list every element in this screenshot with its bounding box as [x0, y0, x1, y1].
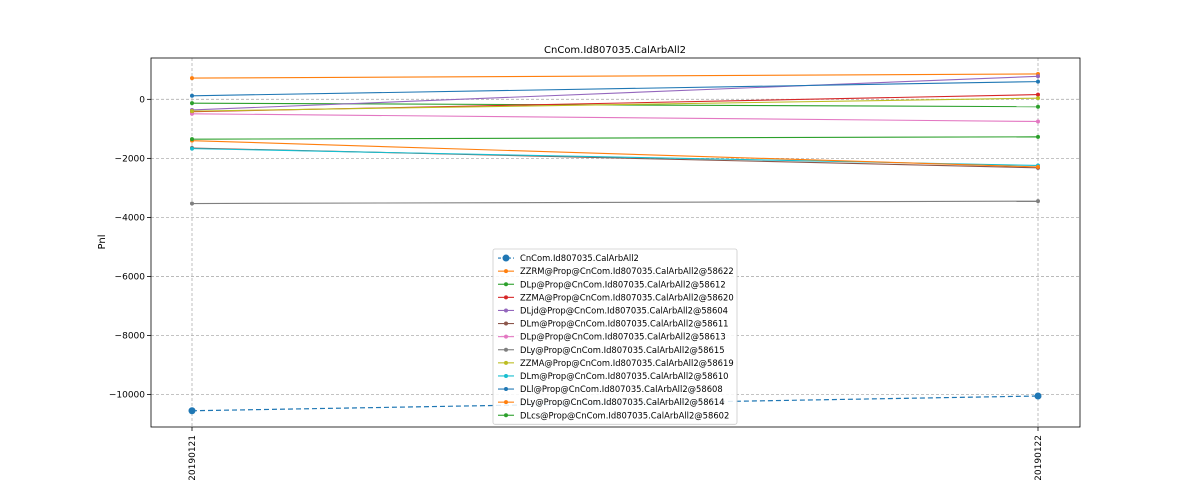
legend-entry-label: DLy@Prop@CnCom.Id807035.CalArbAll2@58615 [520, 345, 725, 355]
series-10-point-1 [1036, 79, 1040, 84]
series-line-1 [191, 73, 1039, 79]
y-axis-label: Pnl [97, 235, 108, 250]
legend-swatch-marker [504, 373, 508, 378]
legend-entry-label: DLp@Prop@CnCom.Id807035.CalArbAll2@58612 [520, 279, 726, 289]
x-tick-label: 20190121 [188, 435, 198, 480]
series-7-point-0 [190, 201, 194, 206]
legend-swatch-marker [504, 334, 508, 339]
series-8-point-0 [190, 109, 194, 114]
series-line-11 [191, 140, 1039, 168]
legend-entry-label: CnCom.Id807035.CalArbAll2 [520, 253, 639, 263]
y-tick-label: −10000 [109, 391, 145, 401]
y-tick-label: −2000 [115, 154, 146, 164]
legend-swatch-marker [504, 321, 508, 326]
y-tick-label: −8000 [115, 331, 146, 341]
legend-entry-label: ZZMA@Prop@CnCom.Id807035.CalArbAll2@5861… [520, 358, 734, 368]
legend-swatch-marker [504, 282, 508, 287]
series-2-point-1 [1036, 104, 1040, 109]
plot-frame [150, 57, 1081, 428]
axes: 0 −2000 −4000 −6000 −8000 −10000 20190121 20190… [109, 95, 1044, 480]
series-4-point-1 [1036, 74, 1040, 79]
legend-swatch-marker [502, 254, 510, 262]
series-line-4 [191, 75, 1039, 111]
series-12-point-0 [190, 137, 194, 142]
y-tick-label: −6000 [115, 272, 146, 282]
series-line-12 [191, 136, 1039, 140]
legend-entry-label: ZZMA@Prop@CnCom.Id807035.CalArbAll2@5862… [520, 292, 734, 302]
legend-entry-label: ZZRM@Prop@CnCom.Id807035.CalArbAll2@5862… [520, 266, 734, 276]
series-2-point-0 [190, 101, 194, 106]
legend-swatch-marker [504, 413, 508, 418]
series-12-point-1 [1036, 134, 1040, 139]
y-tick-label: 0 [139, 95, 145, 105]
y-tick-label: −4000 [115, 213, 146, 223]
series-0-point-1 [1034, 392, 1042, 400]
series-11-point-1 [1036, 164, 1040, 169]
legend-entry-label: DLm@Prop@CnCom.Id807035.CalArbAll2@58611 [520, 319, 729, 329]
legend-box [492, 248, 738, 425]
legend: CnCom.Id807035.CalArbAll2 ZZRM@Prop@CnCom… [492, 248, 738, 425]
legend-swatch-marker [504, 295, 508, 300]
legend-entry-label: DLp@Prop@CnCom.Id807035.CalArbAll2@58613 [520, 332, 726, 342]
legend-entry-label: DLy@Prop@CnCom.Id807035.CalArbAll2@58614 [520, 397, 725, 407]
legend-swatch-marker [504, 387, 508, 392]
series-line-7 [191, 200, 1039, 205]
series-6-point-1 [1036, 119, 1040, 124]
legend-entry-label: DLjd@Prop@CnCom.Id807035.CalArbAll2@5860… [520, 305, 728, 315]
series-line-6 [191, 113, 1039, 123]
series-line-8 [191, 97, 1039, 112]
series-0-point-0 [188, 407, 196, 415]
legend-swatch-marker [504, 360, 508, 365]
series-line-0 [191, 395, 1039, 412]
series-8-point-1 [1036, 96, 1040, 101]
legend-swatch-marker [504, 400, 508, 405]
series-layer [188, 71, 1042, 415]
legend-entry-label: DLl@Prop@CnCom.Id807035.CalArbAll2@58608 [520, 384, 723, 394]
legend-entry-label: DLm@Prop@CnCom.Id807035.CalArbAll2@58610 [520, 371, 729, 381]
legend-entry-label: DLcs@Prop@CnCom.Id807035.CalArbAll2@5860… [520, 410, 729, 420]
legend-swatch-marker [504, 308, 508, 313]
x-tick-label: 20190122 [1034, 435, 1044, 480]
legend-swatch-marker [504, 347, 508, 352]
series-9-point-0 [190, 146, 194, 151]
legend-swatch-marker [504, 269, 508, 274]
series-line-10 [191, 81, 1039, 97]
chart-title: CnCom.Id807035.CalArbAll2 [544, 45, 686, 56]
series-1-point-0 [190, 76, 194, 81]
series-7-point-1 [1036, 199, 1040, 204]
series-3-point-1 [1036, 92, 1040, 97]
series-10-point-0 [190, 93, 194, 98]
